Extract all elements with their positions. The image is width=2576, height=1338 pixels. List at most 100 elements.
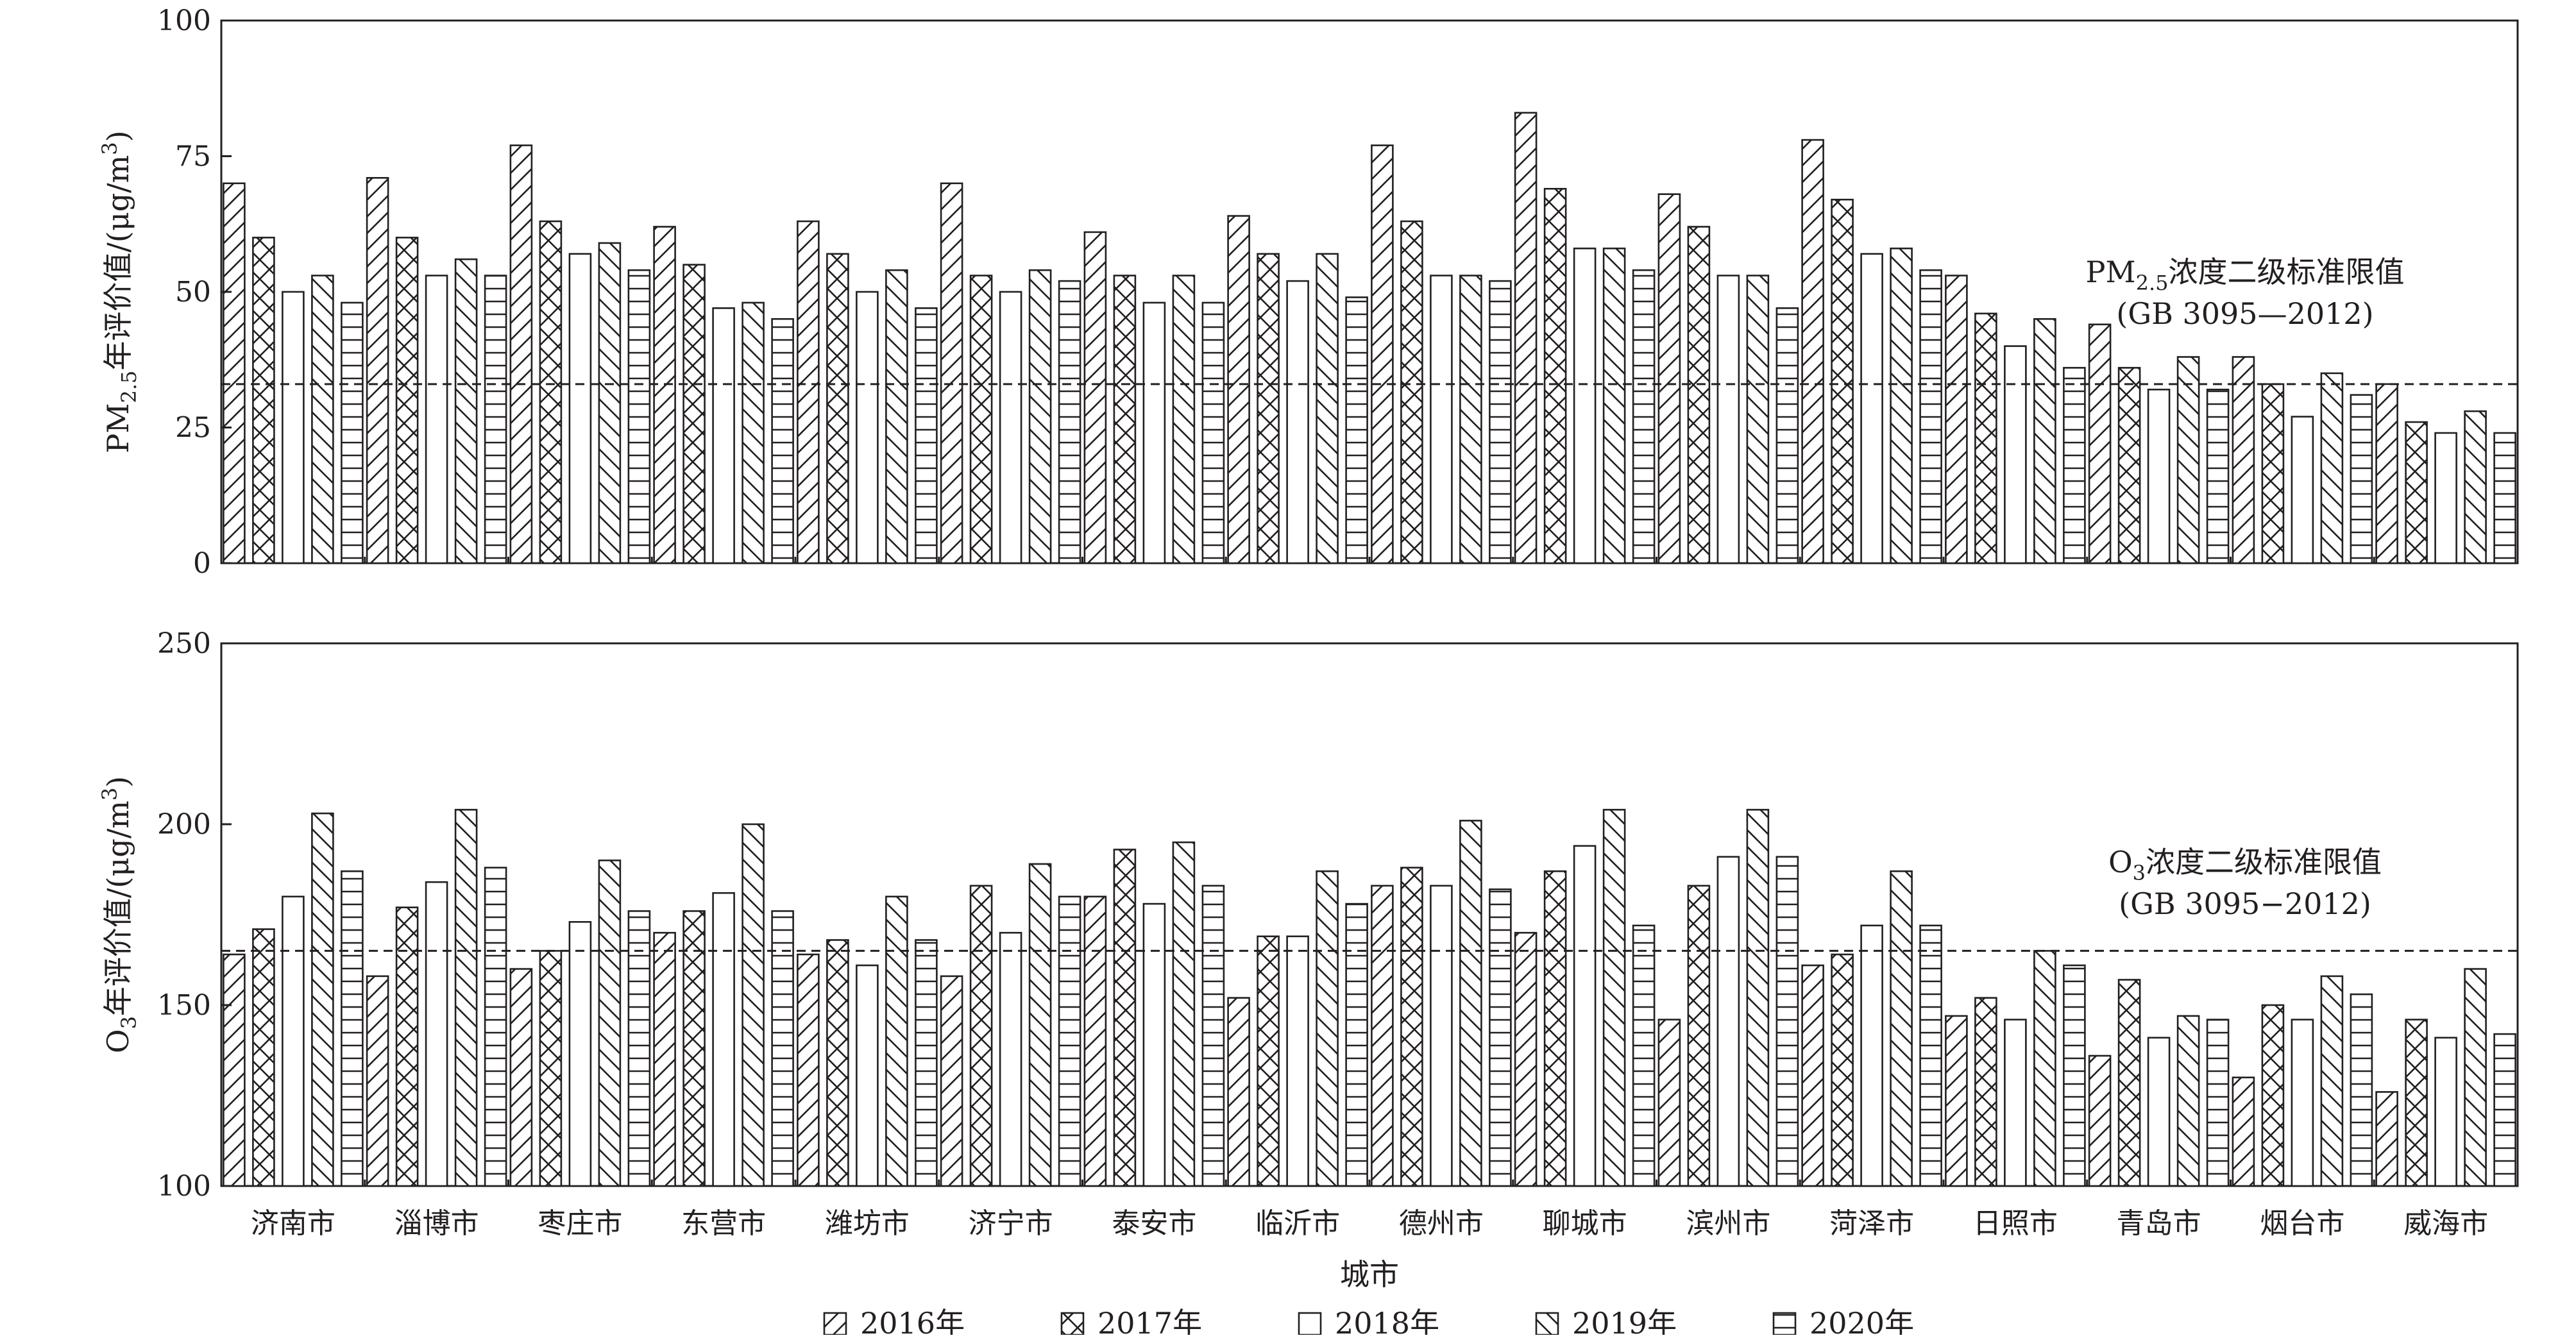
bar-p1-c10-s3 (1746, 809, 1770, 1187)
bar-p1-c5-s2 (999, 931, 1022, 1187)
bar-p0-c4-s2 (856, 291, 879, 564)
bar-p1-c13-s2 (2147, 1037, 2171, 1187)
ytick-label-p0-1: 25 (175, 412, 211, 445)
bar-p1-c14-s0 (2232, 1076, 2255, 1187)
bar-p0-c14-s4 (2350, 394, 2373, 564)
ytick-label-p0-0: 0 (193, 547, 211, 580)
bar-p0-c11-s4 (1919, 269, 1942, 564)
bar-p0-c12-s2 (2004, 345, 2027, 564)
bar-p0-c5-s2 (999, 291, 1022, 564)
o3-y-axis: 100 150 200 250 (157, 627, 232, 1203)
bar-p0-c3-s2 (712, 307, 735, 564)
bar-p0-c7-s0 (1227, 215, 1250, 564)
bar-p0-c1-s1 (395, 237, 419, 564)
bar-p1-c9-s4 (1632, 924, 1656, 1187)
bar-p1-c0-s0 (223, 953, 246, 1187)
category-label-6: 泰安市 (1112, 1207, 1196, 1240)
category-label-9: 聊城市 (1543, 1207, 1627, 1240)
bar-p1-c4-s3 (885, 895, 908, 1187)
bar-p0-c13-s4 (2206, 388, 2230, 564)
bar-p1-c1-s1 (395, 906, 419, 1187)
bar-p0-c13-s1 (2117, 367, 2141, 564)
bar-p0-c0-s1 (252, 237, 275, 564)
bar-p0-c8-s1 (1400, 220, 1423, 564)
bar-p0-c15-s4 (2493, 432, 2516, 564)
bar-p0-c1-s3 (454, 258, 478, 564)
bar-p0-c3-s1 (682, 264, 706, 564)
ytick-label-p0-2: 50 (175, 276, 211, 309)
bar-p0-c10-s1 (1687, 226, 1711, 564)
bar-p0-c0-s0 (223, 182, 246, 564)
bar-p1-c12-s0 (1945, 1015, 1968, 1187)
bar-p0-c6-s4 (1201, 301, 1225, 564)
bar-p0-c6-s0 (1083, 231, 1107, 564)
ytick-label-p1-3: 250 (157, 627, 211, 660)
bar-p0-c5-s1 (969, 275, 993, 564)
bar-p0-c7-s4 (1345, 296, 1368, 564)
bar-p0-c4-s4 (915, 307, 938, 564)
o3-bars (223, 809, 2516, 1187)
bar-p1-c1-s4 (484, 867, 507, 1187)
bar-p0-c11-s0 (1801, 139, 1824, 564)
bar-p0-c14-s0 (2232, 356, 2255, 564)
pm25-panel: 0 25 50 75 100 PM2.5年评价值/(μg/m3) PM2.5浓度二级标准… (97, 4, 2519, 580)
bar-p1-c13-s4 (2206, 1019, 2230, 1187)
bar-p1-c8-s4 (1489, 888, 1512, 1187)
category-label-10: 滨州市 (1686, 1207, 1770, 1240)
bar-p1-c1-s0 (366, 975, 389, 1187)
bar-p1-c5-s1 (969, 885, 993, 1187)
bar-p0-c11-s3 (1890, 247, 1913, 564)
pm25-plot-frame (220, 19, 2519, 564)
bar-p1-c8-s0 (1371, 885, 1394, 1187)
legend-swatch-1 (1060, 1312, 1085, 1336)
bar-p0-c4-s3 (885, 269, 908, 564)
bar-p0-c1-s0 (366, 176, 389, 564)
bar-p1-c3-s0 (653, 931, 676, 1187)
bar-p0-c9-s2 (1573, 247, 1597, 564)
bar-p1-c9-s0 (1514, 931, 1538, 1187)
bar-p0-c8-s0 (1371, 144, 1394, 564)
bar-p0-c15-s3 (2464, 410, 2487, 564)
bar-p0-c13-s0 (2088, 323, 2112, 564)
legend: 2016年 2017年 2018年 2019年 2020年 (823, 1306, 1914, 1338)
bar-p0-c2-s1 (539, 220, 563, 564)
category-label-3: 东营市 (681, 1207, 766, 1240)
bar-p0-c5-s0 (940, 182, 963, 564)
bar-p0-c6-s1 (1113, 275, 1137, 564)
bar-p0-c8-s3 (1459, 275, 1482, 564)
legend-swatch-0 (823, 1312, 847, 1336)
bar-p1-c4-s0 (797, 953, 820, 1187)
ytick-label-p0-3: 75 (175, 140, 211, 173)
bar-p1-c13-s0 (2088, 1054, 2112, 1187)
bar-p1-c7-s0 (1227, 997, 1250, 1187)
bar-p1-c14-s1 (2261, 1004, 2285, 1187)
bar-p0-c8-s4 (1489, 280, 1512, 564)
bar-p0-c1-s2 (425, 275, 448, 564)
bar-p1-c7-s1 (1257, 935, 1280, 1187)
o3-standard-label: O3浓度二级标准限值 (2108, 845, 2382, 885)
bar-p1-c4-s2 (856, 964, 879, 1187)
bar-p1-c9-s1 (1543, 870, 1567, 1187)
ytick-label-p0-4: 100 (157, 4, 211, 37)
bar-p1-c10-s0 (1657, 1019, 1681, 1187)
bar-p0-c9-s0 (1514, 112, 1538, 564)
bar-p0-c12-s0 (1945, 275, 1968, 564)
bar-p1-c3-s1 (682, 910, 706, 1187)
category-label-14: 烟台市 (2260, 1207, 2344, 1240)
o3-standard-ref: (GB 3095−2012) (2119, 886, 2371, 921)
bar-p1-c0-s3 (311, 812, 334, 1187)
bar-p0-c10-s0 (1657, 193, 1681, 564)
bar-p1-c12-s2 (2004, 1019, 2027, 1187)
ytick-label-p1-0: 100 (157, 1170, 211, 1203)
bar-p1-c4-s4 (915, 939, 938, 1187)
bar-p1-c11-s2 (1860, 924, 1883, 1187)
bar-p0-c12-s3 (2033, 318, 2056, 564)
bar-p1-c0-s1 (252, 928, 275, 1187)
bar-p1-c7-s2 (1286, 935, 1309, 1187)
bar-p1-c15-s3 (2464, 968, 2487, 1187)
bar-p1-c0-s4 (341, 870, 364, 1187)
bar-p0-c12-s1 (1974, 312, 1997, 564)
o3-panel: 100 150 200 250 O3年评价值/(μg/m3) O3浓度二级标准限值 (… (97, 627, 2519, 1203)
bar-p1-c6-s2 (1142, 902, 1166, 1187)
